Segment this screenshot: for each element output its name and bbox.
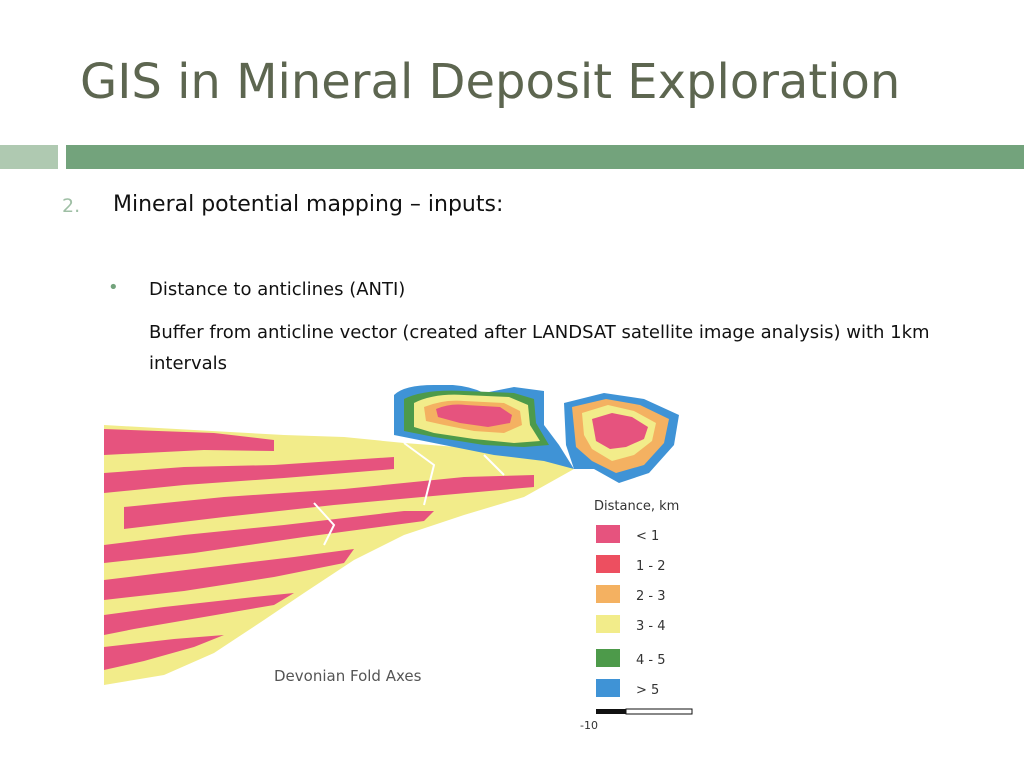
legend-swatch-2-3: [596, 585, 620, 603]
anticline-distance-map: Distance, km < 1 1 - 2 2 - 3 3 - 4 4 - 5…: [104, 385, 704, 730]
scale-label: -10: [580, 719, 598, 730]
list-number: 2.: [62, 195, 81, 217]
legend-label-1-2: 1 - 2: [636, 559, 666, 574]
title-rule-bar: [66, 145, 1024, 169]
legend-swatch-1-2: [596, 555, 620, 573]
legend-swatch-4-5: [596, 649, 620, 667]
section-heading: Mineral potential mapping – inputs:: [113, 192, 504, 217]
legend-label-lt1: < 1: [636, 529, 659, 544]
bullet-title: Distance to anticlines (ANTI): [149, 279, 406, 300]
bullet-description: Buffer from anticline vector (created af…: [149, 322, 930, 374]
legend-label-2-3: 2 - 3: [636, 589, 666, 604]
map-legend: Distance, km < 1 1 - 2 2 - 3 3 - 4 4 - 5…: [580, 499, 693, 730]
fault-lines: [313, 442, 505, 546]
legend-swatch-lt1: [596, 525, 620, 543]
legend-title: Distance, km: [594, 499, 679, 514]
slide-title: GIS in Mineral Deposit Exploration: [80, 54, 901, 110]
bullet-marker: •: [108, 277, 119, 298]
scale-bar: [596, 708, 693, 715]
buffer-bands: [104, 429, 534, 670]
legend-swatch-3-4: [596, 615, 620, 633]
map-caption: Devonian Fold Axes: [274, 667, 422, 685]
legend-label-4-5: 4 - 5: [636, 653, 666, 668]
legend-label-3-4: 3 - 4: [636, 619, 666, 634]
anticline-clusters: [394, 385, 679, 483]
title-rule-accent: [0, 145, 58, 169]
legend-swatch-gt5: [596, 679, 620, 697]
legend-label-gt5: > 5: [636, 683, 659, 698]
